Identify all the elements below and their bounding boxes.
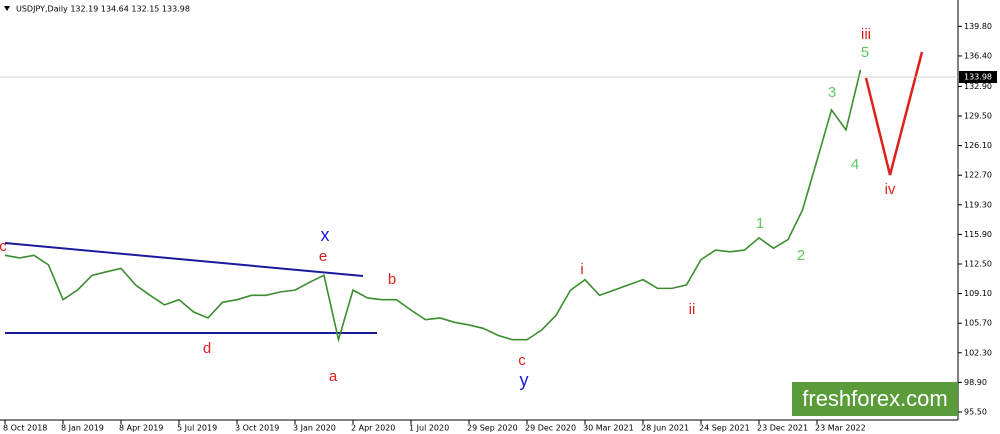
y-tick-label: 105.70 [964,319,992,328]
x-tick-label: 8 Apr 2019 [119,424,163,433]
x-tick-label: 29 Sep 2020 [467,424,518,433]
wave-label: c [0,238,7,255]
y-tick-label: 112.50 [964,259,992,268]
wave-label: y [520,370,529,390]
y-tick-label: 136.40 [964,51,992,60]
wave-label: 3 [828,84,836,101]
wave-label: 1 [756,215,764,232]
y-tick-label: 129.50 [964,111,992,120]
y-tick-label: 139.80 [964,22,992,31]
x-tick-label: 3 Oct 2019 [235,424,279,433]
x-tick-label: 28 Jun 2021 [641,424,689,433]
projection [864,51,924,176]
menu-arrow [4,6,10,11]
wave-label: iv [885,181,896,198]
y-tick-label: 119.30 [964,200,992,209]
x-tick-label: 2 Apr 2020 [351,424,395,433]
x-tick-label: 8 Oct 2018 [3,424,47,433]
x-tick-label: 23 Mar 2022 [815,424,866,433]
x-tick-label: 1 Jul 2020 [409,424,449,433]
y-tick-label: 122.70 [964,171,992,180]
wave-label: ii [689,301,696,318]
x-tick-label: 30 Mar 2021 [583,424,634,433]
y-tick-label: 126.10 [964,141,992,150]
wave-label: 5 [861,44,869,61]
y-tick-label: 109.10 [964,289,992,298]
x-tick-label: 24 Sep 2021 [699,424,750,433]
chart-title: USDJPY,Daily 132.19 134.64 132.15 133.98 [16,5,190,14]
y-tick-label: 115.90 [964,230,992,239]
last-price-label: 133.98 [964,72,992,81]
wave-label: x [321,225,330,245]
y-tick-label: 98.90 [964,378,987,387]
y-tick-label: 95.50 [964,407,987,416]
wave-label: d [203,340,211,357]
x-tick-label: 29 Dec 2020 [525,424,576,433]
y-tick-label: 132.90 [964,82,992,91]
x-tick-label: 8 Jan 2019 [61,424,104,433]
wave-label: b [388,271,396,288]
x-tick-label: 3 Jan 2020 [293,424,336,433]
wave-label: iii [861,26,871,43]
wave-label: 2 [797,247,805,264]
wave-label: i [580,261,583,278]
x-tick-label: 23 Dec 2021 [757,424,808,433]
y-tick-label: 102.30 [964,348,992,357]
trend-line [4,242,364,277]
watermark-box [792,382,958,416]
watermark: freshforex.com [802,386,948,411]
price-line [4,69,862,343]
wave-label: e [319,248,327,265]
wave-label: a [329,368,338,385]
wave-label: c [518,352,526,369]
x-tick-label: 5 Jul 2019 [177,424,217,433]
wave-label: 4 [851,156,859,173]
last-price-box [959,70,997,83]
